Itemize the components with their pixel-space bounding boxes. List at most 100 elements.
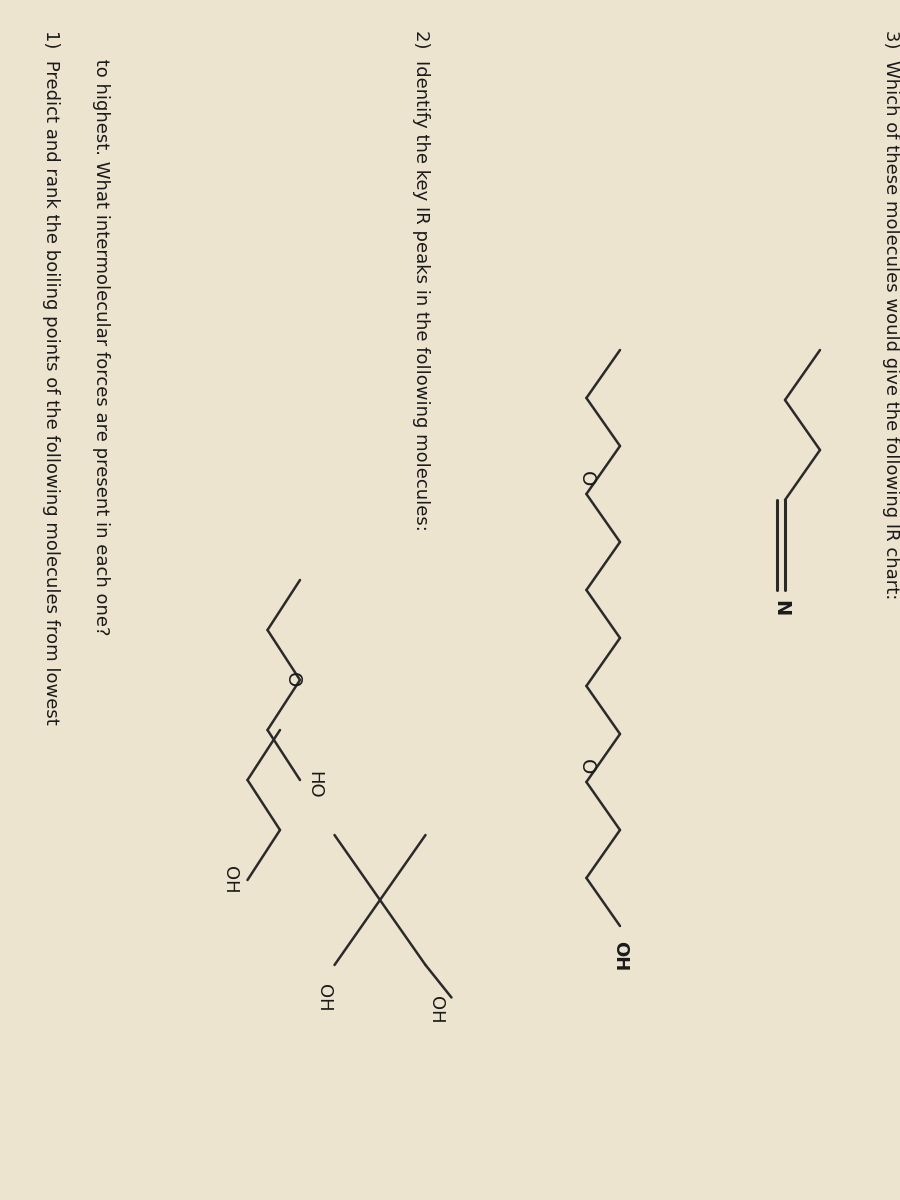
Bar	[0, 616, 900, 620]
Bar	[0, 740, 900, 744]
Bar	[0, 884, 900, 888]
Bar	[0, 16, 900, 20]
Bar	[0, 52, 900, 56]
Bar	[0, 212, 900, 216]
Bar	[0, 1044, 900, 1048]
Bar	[0, 1060, 900, 1064]
Bar	[0, 800, 900, 804]
Bar	[0, 124, 900, 128]
Bar	[0, 964, 900, 968]
Bar	[0, 924, 900, 928]
Bar	[0, 1108, 900, 1112]
Bar	[0, 1144, 900, 1148]
Bar	[0, 536, 900, 540]
Bar	[0, 88, 900, 92]
Bar	[0, 196, 900, 200]
Bar	[0, 120, 900, 124]
Bar	[0, 808, 900, 812]
Bar	[0, 788, 900, 792]
Bar	[0, 524, 900, 528]
Bar	[0, 368, 900, 372]
Bar	[0, 628, 900, 632]
Bar	[0, 876, 900, 880]
Bar	[0, 940, 900, 944]
Bar	[0, 552, 900, 556]
Bar	[0, 1036, 900, 1040]
Bar	[0, 264, 900, 268]
Bar	[0, 484, 900, 488]
Bar	[0, 1020, 900, 1024]
Bar	[0, 1080, 900, 1084]
Bar	[0, 1032, 900, 1036]
Bar	[0, 1164, 900, 1168]
Bar	[0, 304, 900, 308]
Bar	[0, 644, 900, 648]
Bar	[0, 152, 900, 156]
Bar	[0, 632, 900, 636]
Bar	[0, 164, 900, 168]
Bar	[0, 192, 900, 196]
Bar	[0, 28, 900, 32]
Bar	[0, 1120, 900, 1124]
Bar	[0, 820, 900, 824]
Bar	[0, 108, 900, 112]
Bar	[0, 1104, 900, 1108]
Bar	[0, 200, 900, 204]
Bar	[0, 560, 900, 564]
Bar	[0, 216, 900, 220]
Bar	[0, 732, 900, 736]
Bar	[0, 856, 900, 860]
Bar	[0, 844, 900, 848]
Bar	[0, 132, 900, 136]
Bar	[0, 468, 900, 472]
Bar	[0, 388, 900, 392]
Bar	[0, 400, 900, 404]
Bar	[0, 488, 900, 492]
Bar	[0, 952, 900, 956]
Bar	[0, 504, 900, 508]
Bar	[0, 268, 900, 272]
Bar	[0, 48, 900, 52]
Bar	[0, 296, 900, 300]
Bar	[0, 604, 900, 608]
Bar	[0, 104, 900, 108]
Bar	[0, 664, 900, 668]
Bar	[0, 596, 900, 600]
Bar	[0, 476, 900, 480]
Bar	[0, 1076, 900, 1080]
Bar	[0, 656, 900, 660]
Bar	[0, 300, 900, 304]
Bar	[0, 1092, 900, 1096]
Bar	[0, 1096, 900, 1100]
Bar	[0, 444, 900, 448]
Bar	[20, 80, 878, 1120]
Bar	[0, 280, 900, 284]
Bar	[0, 624, 900, 628]
Bar	[0, 312, 900, 316]
Bar	[0, 692, 900, 696]
Bar	[0, 916, 900, 920]
Bar	[0, 416, 900, 420]
Bar	[0, 672, 900, 676]
Bar	[0, 696, 900, 700]
Text: to highest. What intermolecular forces are present in each one?: to highest. What intermolecular forces a…	[92, 30, 110, 636]
Bar	[0, 1012, 900, 1016]
Text: OH: OH	[220, 866, 238, 894]
Bar	[0, 988, 900, 992]
Bar	[0, 328, 900, 332]
Bar	[0, 968, 900, 972]
Bar	[0, 824, 900, 828]
Bar	[0, 40, 900, 44]
Bar	[0, 452, 900, 456]
Bar	[0, 332, 900, 336]
Bar	[0, 100, 900, 104]
Bar	[0, 1028, 900, 1032]
Bar	[0, 472, 900, 476]
Bar	[0, 308, 900, 312]
Bar	[0, 600, 900, 604]
Bar	[0, 720, 900, 724]
Bar	[0, 448, 900, 452]
Bar	[0, 580, 900, 584]
Bar	[0, 556, 900, 560]
Bar	[0, 456, 900, 460]
